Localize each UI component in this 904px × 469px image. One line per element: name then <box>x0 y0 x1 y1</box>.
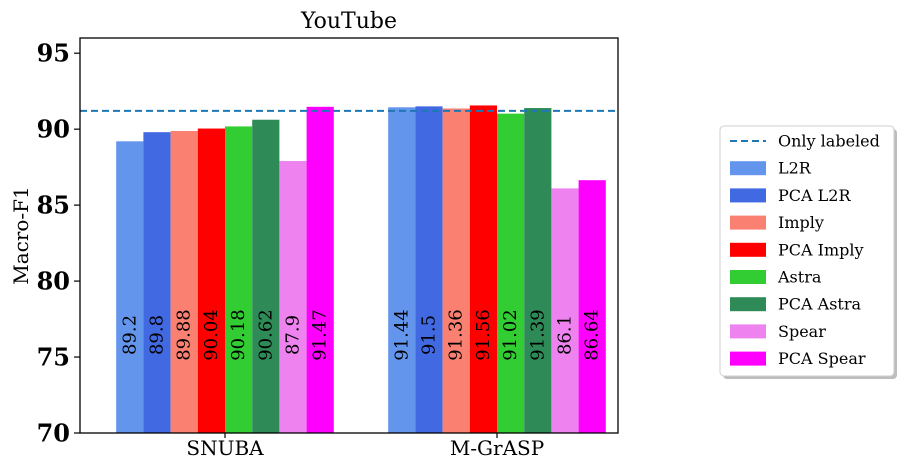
data-label-pca-astra-snuba: 90.62 <box>255 309 276 361</box>
legend-swatch-spear <box>730 324 766 339</box>
y-tick-label-90: 90 <box>37 115 70 144</box>
legend-swatch-imply <box>730 215 766 230</box>
bar-pca-l2r-snuba <box>143 132 171 433</box>
data-label-imply-m-grasp: 91.36 <box>446 309 467 361</box>
legend: Only labeled L2R PCA L2R Imply PCA Imply Astr… <box>719 125 897 379</box>
data-label-astra-snuba: 90.18 <box>228 309 249 361</box>
data-label-pca-spear-m-grasp: 86.64 <box>582 309 603 361</box>
bar-spear-m-grasp <box>551 188 579 433</box>
bar-imply-snuba <box>170 130 198 434</box>
legend-label-pca-l2r: PCA L2R <box>778 186 851 205</box>
y-axis: 70 75 80 85 90 95 <box>37 39 80 448</box>
legend-label-pca-astra: PCA Astra <box>778 295 861 314</box>
bar-pca-l2r-m-grasp <box>415 106 443 434</box>
data-label-pca-l2r-m-grasp: 91.5 <box>419 315 440 355</box>
legend-swatch-pca-imply <box>730 242 766 257</box>
y-tick-label-70: 70 <box>37 419 70 448</box>
bar-pca-spear-snuba <box>306 106 334 433</box>
bar-pca-imply-m-grasp <box>469 105 497 433</box>
bars-layer <box>116 105 606 434</box>
bar-imply-m-grasp <box>442 108 470 434</box>
legend-label-spear: Spear <box>778 322 826 341</box>
y-axis-label: Macro-F1 <box>9 186 33 285</box>
legend-swatch-pca-astra <box>730 297 766 312</box>
y-tick-label-75: 75 <box>37 343 70 372</box>
value-labels-layer: 89.2 91.44 89.8 91.5 89.88 91.36 90.04 91.56 90.… <box>119 309 602 361</box>
data-label-pca-spear-snuba: 91.47 <box>310 309 331 361</box>
x-axis: SNUBA M-GrASP <box>186 433 544 460</box>
bar-pca-imply-snuba <box>197 128 225 434</box>
data-label-pca-l2r-snuba: 89.8 <box>147 315 168 355</box>
chart-title: YouTube <box>300 9 397 34</box>
data-label-pca-astra-m-grasp: 91.39 <box>527 309 548 361</box>
plot-frame <box>79 37 619 434</box>
legend-label-pca-spear: PCA Spear <box>778 349 866 368</box>
legend-swatch-pca-l2r <box>730 188 766 203</box>
bar-pca-spear-m-grasp <box>578 180 606 433</box>
legend-label-pca-imply: PCA Imply <box>778 240 864 259</box>
data-label-l2r-m-grasp: 91.44 <box>391 309 412 361</box>
x-tick-label-snuba: SNUBA <box>186 436 264 460</box>
data-label-spear-snuba: 87.9 <box>283 315 304 355</box>
x-tick-label-m-grasp: M-GrASP <box>450 436 544 460</box>
legend-label-only-labeled: Only labeled <box>778 132 880 151</box>
legend-swatch-astra <box>730 270 766 284</box>
bar-astra-m-grasp <box>497 113 525 433</box>
bar-astra-snuba <box>225 126 253 434</box>
y-tick-label-95: 95 <box>37 39 70 68</box>
bar-l2r-m-grasp <box>388 107 416 433</box>
legend-label-l2r: L2R <box>778 159 812 178</box>
legend-label-imply: Imply <box>778 213 824 232</box>
bar-pca-astra-m-grasp <box>524 108 552 433</box>
bar-spear-snuba <box>279 161 307 433</box>
y-tick-label-80: 80 <box>37 267 70 296</box>
y-tick-label-85: 85 <box>37 191 70 220</box>
data-label-l2r-snuba: 89.2 <box>119 315 140 355</box>
legend-swatch-l2r <box>730 161 766 176</box>
data-label-pca-imply-m-grasp: 91.56 <box>473 309 494 361</box>
data-label-pca-imply-snuba: 90.04 <box>201 309 222 361</box>
bar-l2r-snuba <box>116 141 144 433</box>
data-label-spear-m-grasp: 86.1 <box>555 315 576 355</box>
data-label-imply-snuba: 89.88 <box>174 309 195 361</box>
bar-pca-astra-snuba <box>252 119 280 433</box>
legend-swatch-pca-spear <box>730 351 766 366</box>
data-label-astra-m-grasp: 91.02 <box>500 309 521 361</box>
legend-label-astra: Astra <box>777 268 822 287</box>
